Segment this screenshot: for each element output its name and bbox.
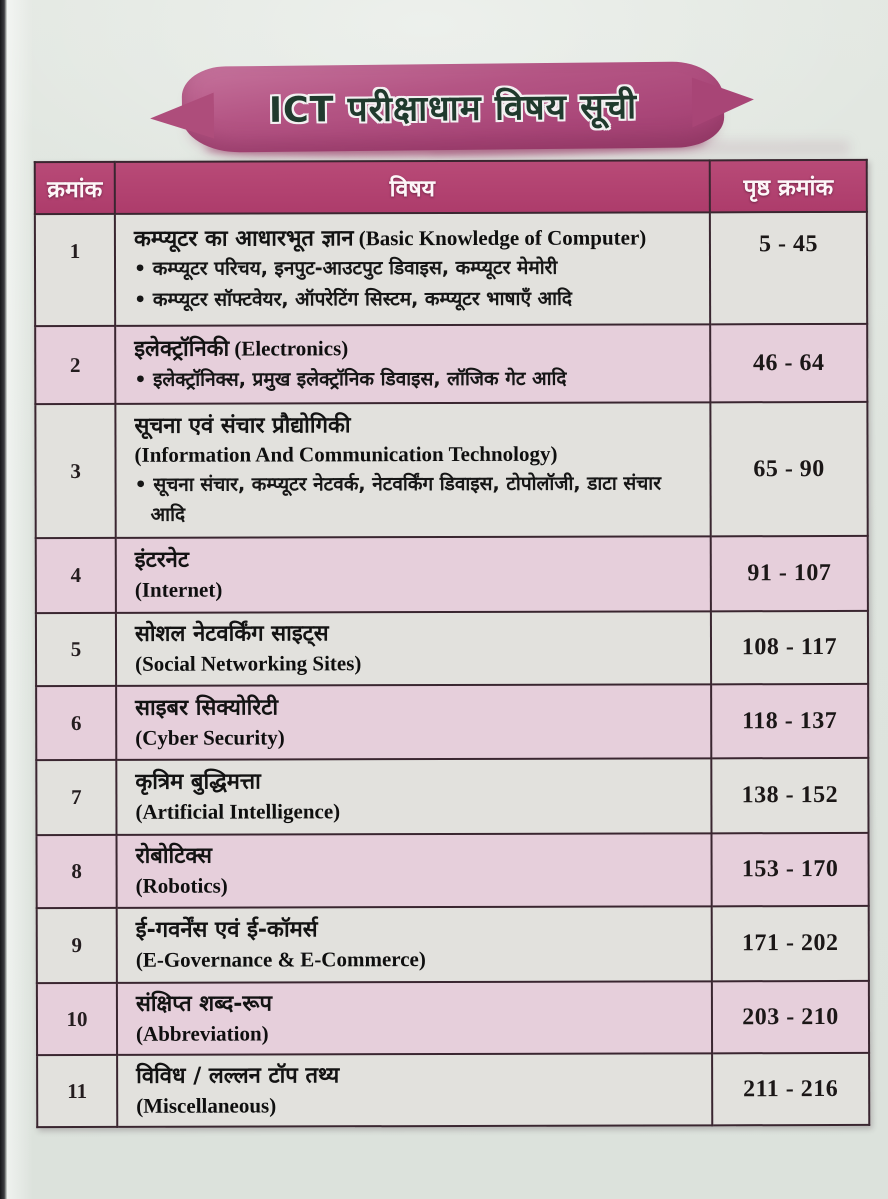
- serial-cell: 5: [35, 612, 117, 687]
- subject-bullet: कम्प्यूटर सॉफ्टवेयर, ऑपरेटिंग सिस्टम, कम…: [134, 283, 699, 315]
- table-row: 2 इलेक्ट्रॉनिकी (Electronics) इलेक्ट्रॉन…: [35, 323, 868, 405]
- serial-cell: 2: [35, 325, 116, 405]
- subject-title-english: (Artificial Intelligence): [135, 799, 341, 825]
- header-cell-serial: क्रमांक: [34, 161, 115, 215]
- subject-cell: विविध / लल्लन टॉप तथ्य (Miscellaneous): [117, 1053, 713, 1127]
- page-range: 138 - 152: [711, 757, 869, 834]
- page-range: 171 - 202: [711, 905, 869, 982]
- table-row: 10 संक्षिप्त शब्द-रूप (Abbreviation) 203…: [36, 980, 870, 1056]
- page-range: 153 - 170: [711, 832, 869, 907]
- page-range: 46 - 64: [710, 323, 868, 403]
- subject-title-english: (Miscellaneous): [136, 1093, 277, 1118]
- subject-title-hindi: कृत्रिम बुद्धिमत्ता: [135, 769, 261, 796]
- subject-title-english: (Electronics): [234, 336, 349, 361]
- page-range: 211 - 216: [712, 1052, 870, 1126]
- table-row: 6 साइबर सिक्योरिटी (Cyber Security) 118 …: [36, 683, 869, 761]
- table-row: 7 कृत्रिम बुद्धिमत्ता (Artificial Intell…: [36, 757, 869, 836]
- subject-title-english: (Internet): [134, 577, 223, 603]
- subject-cell: कम्प्यूटर का आधारभूत ज्ञान (Basic Knowle…: [114, 212, 711, 326]
- subject-title-english: (Information And Communication Technolog…: [134, 442, 558, 468]
- subject-cell: इंटरनेट (Internet): [115, 536, 711, 613]
- table-row: 3 सूचना एवं संचार प्रौद्योगिकी (Informat…: [35, 401, 868, 539]
- subject-cell: कृत्रिम बुद्धिमत्ता (Artificial Intellig…: [116, 758, 712, 835]
- title-banner: ICT परीक्षाधाम विषय सूची: [181, 61, 725, 153]
- toc-table: क्रमांक विषय पृष्ठ क्रमांक 1 कम्प्यूटर क…: [34, 159, 871, 1128]
- subject-title-english: (E-Governance & E-Commerce): [135, 947, 426, 973]
- page-range: 65 - 90: [710, 401, 868, 537]
- page-range: 203 - 210: [711, 980, 870, 1054]
- table-header-row: क्रमांक विषय पृष्ठ क्रमांक: [34, 159, 867, 215]
- serial-cell: 1: [34, 213, 116, 327]
- subject-bullet: कम्प्यूटर परिचय, इनपुट-आउटपुट डिवाइस, कम…: [134, 253, 699, 285]
- scan-edge-highlight: [7, 0, 33, 1199]
- page-range: 5 - 45: [709, 211, 868, 325]
- subject-title-english: (Social Networking Sites): [135, 651, 362, 677]
- subject-title-hindi: सूचना एवं संचार प्रौद्योगिकी: [134, 412, 351, 439]
- subject-cell: सूचना एवं संचार प्रौद्योगिकी (Informatio…: [115, 402, 711, 538]
- page-range: 91 - 107: [710, 535, 868, 612]
- subject-title-english: (Robotics): [135, 873, 228, 899]
- serial-cell: 8: [36, 834, 117, 909]
- table-row: 5 सोशल नेटवर्किंग साइट्स (Social Network…: [35, 610, 869, 687]
- subject-cell: रोबोटिक्स (Robotics): [116, 833, 712, 908]
- serial-cell: 4: [35, 537, 116, 614]
- page-range: 108 - 117: [710, 610, 869, 685]
- subject-cell: इलेक्ट्रॉनिकी (Electronics) इलेक्ट्रॉनिक…: [115, 324, 711, 404]
- subject-title-hindi: सोशल नेटवर्किंग साइट्स: [134, 621, 329, 648]
- scan-edge-shadow: [0, 0, 7, 1199]
- table-row: 11 विविध / लल्लन टॉप तथ्य (Miscellaneous…: [37, 1052, 870, 1128]
- page-title: ICT परीक्षाधाम विषय सूची: [268, 86, 638, 131]
- serial-cell: 11: [37, 1054, 118, 1128]
- table-row: 1 कम्प्यूटर का आधारभूत ज्ञान (Basic Know…: [34, 211, 868, 327]
- serial-cell: 9: [36, 907, 117, 984]
- subject-title-hindi: ई-गवर्नेंस एवं ई-कॉमर्स: [135, 917, 318, 944]
- serial-cell: 6: [36, 685, 117, 761]
- subject-title-english: (Basic Knowledge of Computer): [358, 225, 647, 251]
- subject-title-hindi: कम्प्यूटर का आधारभूत ज्ञान: [133, 226, 354, 252]
- table-row: 4 इंटरनेट (Internet) 91 - 107: [35, 535, 868, 614]
- subject-cell: ई-गवर्नेंस एवं ई-कॉमर्स (E-Governance & …: [116, 906, 712, 983]
- subject-title-hindi: संक्षिप्त शब्द-रूप: [135, 991, 272, 1017]
- subject-bullet: सूचना संचार, कम्प्यूटर नेटवर्क, नेटवर्कि…: [135, 468, 700, 530]
- header-cell-subject: विषय: [114, 160, 710, 214]
- subject-title-english: (Abbreviation): [135, 1021, 269, 1046]
- subject-title-hindi: साइबर सिक्योरिटी: [135, 695, 279, 721]
- page-range: 118 - 137: [711, 683, 869, 759]
- subject-bullet: इलेक्ट्रॉनिक्स, प्रमुख इलेक्ट्रॉनिक डिवा…: [134, 363, 699, 395]
- subject-title-hindi: इलेक्ट्रॉनिकी: [134, 336, 230, 362]
- subject-cell: साइबर सिक्योरिटी (Cyber Security): [116, 684, 712, 760]
- subject-title-english: (Cyber Security): [135, 725, 285, 750]
- serial-cell: 7: [36, 759, 117, 836]
- serial-cell: 3: [35, 403, 116, 539]
- subject-title-hindi: रोबोटिक्स: [135, 844, 213, 870]
- table-row: 8 रोबोटिक्स (Robotics) 153 - 170: [36, 832, 869, 909]
- serial-cell: 10: [36, 982, 118, 1056]
- subject-cell: सोशल नेटवर्किंग साइट्स (Social Networkin…: [115, 611, 712, 686]
- header-cell-pages: पृष्ठ क्रमांक: [709, 159, 867, 213]
- table-row: 9 ई-गवर्नेंस एवं ई-कॉमर्स (E-Governance …: [36, 905, 869, 984]
- subject-title-hindi: विविध / लल्लन टॉप तथ्य: [136, 1063, 340, 1089]
- subject-title-hindi: इंटरनेट: [134, 548, 190, 574]
- subject-cell: संक्षिप्त शब्द-रूप (Abbreviation): [116, 981, 713, 1055]
